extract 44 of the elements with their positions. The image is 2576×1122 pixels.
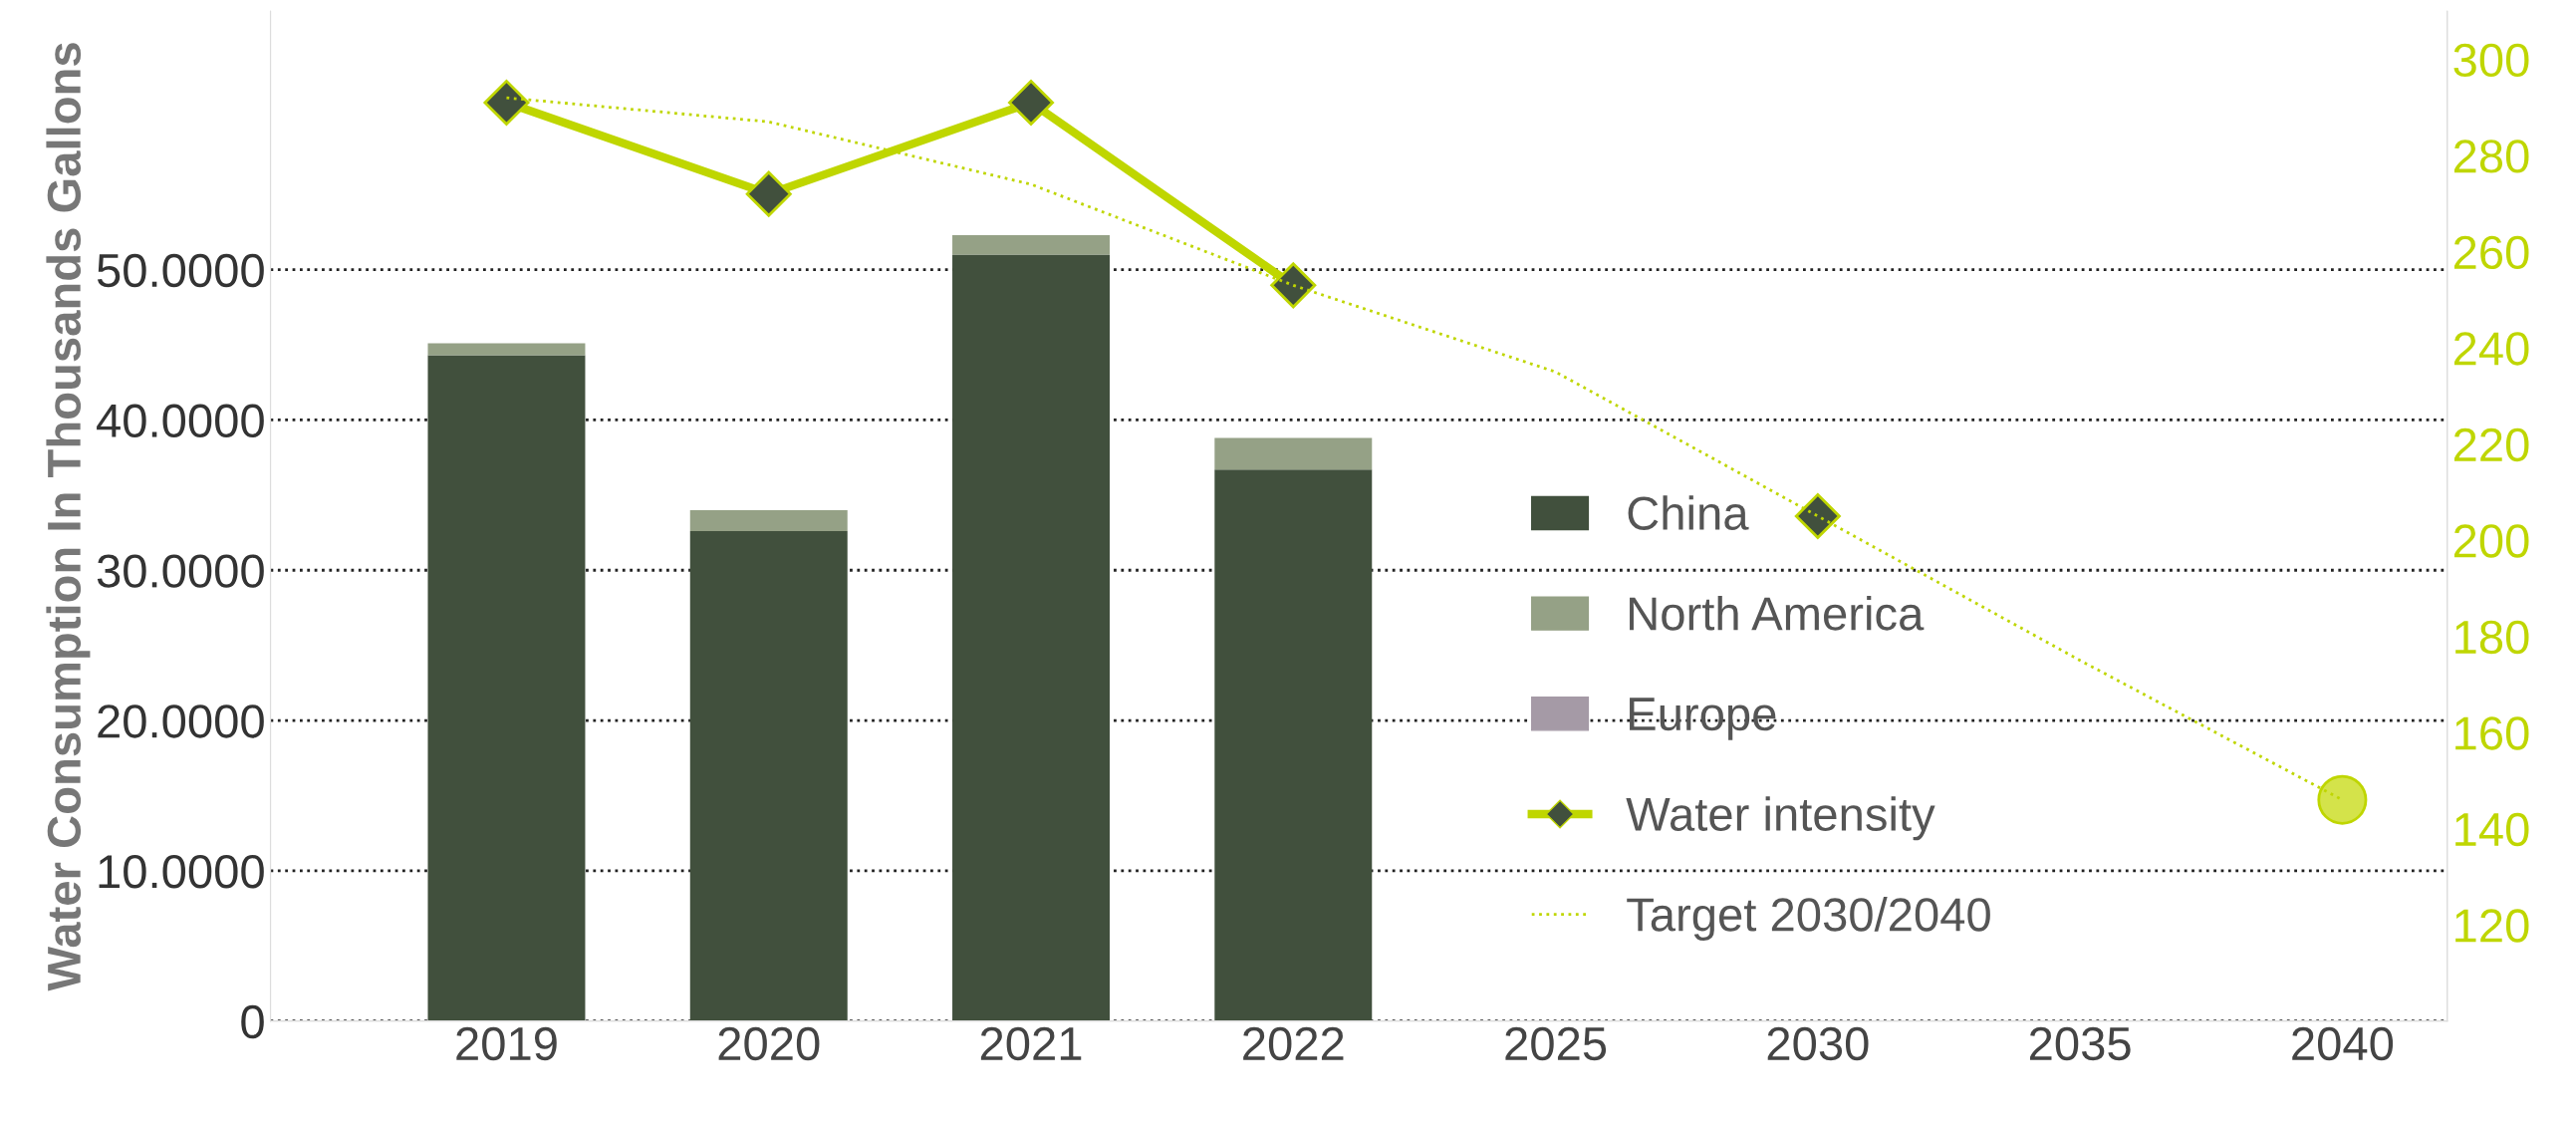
legend-label: Target 2030/2040 — [1627, 897, 1990, 942]
legend-label: North America — [1630, 595, 1925, 631]
y2-tick-label: 300 — [2453, 43, 2529, 78]
x-tick-label: 2020 — [718, 1026, 820, 1061]
y2-tick-label: 240 — [2453, 332, 2529, 366]
bar — [427, 355, 586, 1021]
y-tick-label: 20.0000 — [98, 704, 264, 738]
legend-label: Water intensity — [1626, 796, 1935, 841]
y2-tick-label: 280 — [2453, 140, 2529, 173]
bar — [952, 234, 1111, 255]
x-tick-label: 2025 — [1505, 1026, 1607, 1061]
y2-tick-label: 180 — [2455, 620, 2529, 655]
bar — [427, 343, 586, 356]
y2-tick-label: 160 — [2455, 716, 2529, 750]
x-tick-label: 2035 — [2029, 1026, 2131, 1061]
bar — [952, 254, 1111, 1021]
point — [483, 79, 530, 126]
y2-tick-label: 120 — [2455, 909, 2529, 943]
point — [1008, 79, 1055, 126]
x-tick-label: 2040 — [2292, 1026, 2394, 1061]
point — [2317, 774, 2368, 825]
y2-tick-label: 140 — [2455, 812, 2529, 847]
y2-tick-label: 220 — [2453, 427, 2529, 462]
legend-label: China — [1628, 495, 1749, 530]
bar — [1214, 437, 1373, 470]
x-tick-label: 2030 — [1767, 1026, 1869, 1061]
bar — [1214, 469, 1373, 1021]
y-tick-label: 0 — [241, 1004, 264, 1039]
legend-label: Europe — [1630, 698, 1776, 740]
x-tick-label: 2022 — [1243, 1026, 1344, 1061]
y2-tick-label: 260 — [2453, 235, 2529, 270]
y-axis-title: Water Consumption In Thousands Gallons — [46, 43, 91, 991]
y2-tick-label: 200 — [2453, 524, 2529, 558]
y-tick-label: 40.0000 — [97, 404, 264, 438]
x-tick-label: 2021 — [980, 1026, 1082, 1061]
point — [1270, 262, 1317, 309]
bar — [689, 531, 848, 1021]
y-tick-label: 10.0000 — [99, 854, 264, 889]
point — [1794, 492, 1841, 539]
bar — [689, 509, 848, 532]
y-tick-label: 30.0000 — [97, 554, 264, 588]
x-tick-label: 2019 — [456, 1026, 557, 1061]
y-tick-label: 50.0000 — [97, 253, 264, 288]
point — [745, 170, 792, 217]
